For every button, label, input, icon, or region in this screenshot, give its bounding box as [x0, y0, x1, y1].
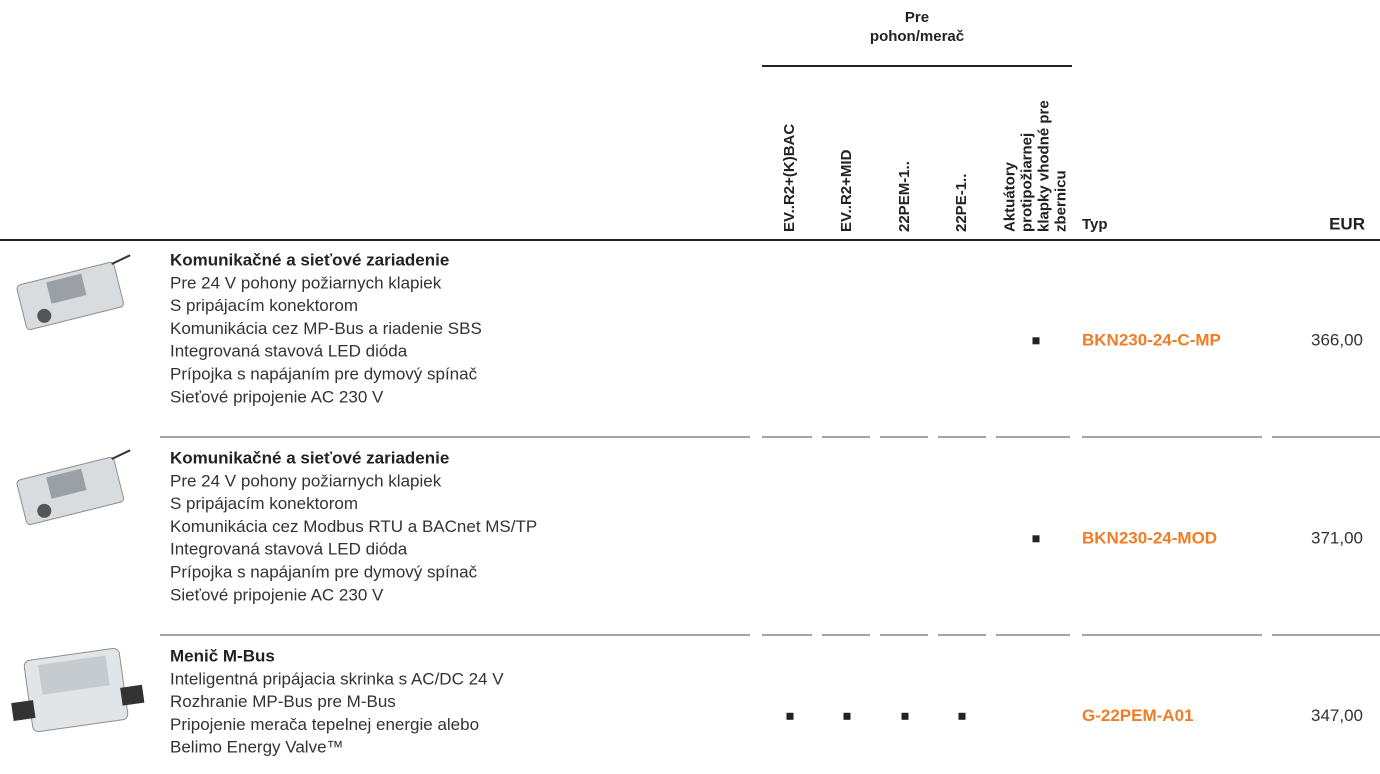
description-line: Pre 24 V pohony požiarnych klapiek	[170, 471, 442, 490]
description-line: Komunikácia cez MP-Bus a riadenie SBS	[170, 319, 482, 338]
compatibility-mark	[901, 712, 909, 720]
description-line: Integrovaná stavová LED dióda	[170, 342, 408, 361]
product-title: Menič M-Bus	[170, 646, 275, 665]
product-image	[11, 647, 145, 733]
column-header: 22PEM-1..	[896, 161, 913, 232]
description-line: Integrovaná stavová LED dióda	[170, 540, 408, 559]
column-header: EUR	[1329, 214, 1365, 233]
column-header: Aktuátory	[1001, 161, 1018, 232]
product-type[interactable]: BKN230-24-MOD	[1082, 528, 1217, 547]
description-line: Pre 24 V pohony požiarnych klapiek	[170, 273, 442, 292]
product-title: Komunikačné a sieťové zariadenie	[170, 250, 449, 269]
product-type[interactable]: BKN230-24-C-MP	[1082, 330, 1221, 349]
description-line: S pripájacím konektorom	[170, 494, 358, 513]
description-line: S pripájacím konektorom	[170, 296, 358, 315]
product-title: Komunikačné a sieťové zariadenie	[170, 448, 449, 467]
column-header: klapky vhodné pre	[1035, 100, 1052, 232]
description-line: Prípojka s napájaním pre dymový spínač	[170, 562, 478, 581]
column-header: zbernicu	[1052, 170, 1069, 232]
product-image	[16, 254, 131, 331]
product-image	[16, 449, 131, 526]
compatibility-mark	[1032, 535, 1040, 543]
group-header: pohon/merač	[870, 28, 964, 45]
column-header: protipožiarnej	[1018, 133, 1035, 232]
price: 366,00	[1311, 330, 1363, 349]
column-header: EV..R2+(K)BAC	[781, 124, 798, 232]
column-header: EV..R2+MID	[838, 149, 855, 232]
description-line: Pripojenie merača tepelnej energie alebo	[170, 715, 479, 734]
compatibility-mark	[786, 712, 794, 720]
column-header: Typ	[1082, 216, 1108, 233]
product-type[interactable]: G-22PEM-A01	[1082, 706, 1193, 725]
description-line: Sieťové pripojenie AC 230 V	[170, 585, 384, 604]
description-line: Rozhranie MP-Bus pre M-Bus	[170, 692, 396, 711]
description-line: Prípojka s napájaním pre dymový spínač	[170, 364, 478, 383]
price: 347,00	[1311, 706, 1363, 725]
description-line: Belimo Energy Valve™	[170, 738, 344, 757]
description-line: Komunikácia cez Modbus RTU a BACnet MS/T…	[170, 517, 537, 536]
description-line: Inteligentná pripájacia skrinka s AC/DC …	[170, 669, 504, 688]
compatibility-mark	[843, 712, 851, 720]
group-header: Pre	[905, 9, 929, 26]
compatibility-mark	[1032, 337, 1040, 345]
compatibility-mark	[958, 712, 966, 720]
description-line: Sieťové pripojenie AC 230 V	[170, 387, 384, 406]
price: 371,00	[1311, 528, 1363, 547]
column-header: 22PE-1..	[953, 174, 970, 232]
